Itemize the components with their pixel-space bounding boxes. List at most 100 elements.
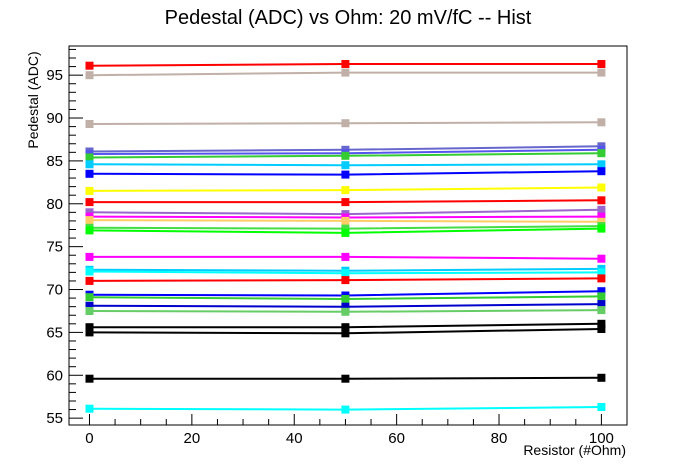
data-point — [597, 224, 606, 233]
y-tick-label: 85 — [46, 153, 63, 170]
data-point — [597, 254, 606, 263]
data-point — [597, 287, 606, 296]
y-tick-label: 55 — [46, 410, 63, 427]
data-point — [597, 403, 606, 411]
data-point — [341, 329, 350, 338]
series-19 — [85, 274, 606, 285]
data-point — [341, 405, 350, 414]
data-point — [85, 120, 94, 128]
data-point — [85, 307, 94, 315]
data-point — [597, 373, 606, 382]
data-point — [597, 205, 606, 214]
data-point — [597, 268, 606, 277]
y-tick-label: 95 — [46, 67, 63, 84]
x-tick-label: 80 — [491, 430, 508, 447]
data-point — [341, 252, 350, 261]
data-point — [85, 208, 94, 217]
data-point — [341, 68, 350, 77]
data-point — [85, 276, 94, 285]
series-21 — [85, 292, 606, 303]
data-point — [341, 151, 350, 160]
series-27 — [85, 403, 606, 414]
data-point — [85, 198, 94, 207]
data-point — [85, 374, 94, 383]
data-point — [341, 170, 350, 179]
y-tick-label: 80 — [46, 196, 63, 213]
x-tick-label: 20 — [184, 430, 201, 447]
y-tick-label: 65 — [46, 324, 63, 341]
chart-title: Pedestal (ADC) vs Ohm: 20 mV/fC -- Hist — [165, 7, 532, 29]
series-10 — [85, 196, 606, 207]
data-point — [341, 198, 350, 207]
axes: 55 60 65 70 75 80 85 90 95 0 20 40 60 80 100 — [46, 45, 628, 447]
data-point — [85, 328, 94, 337]
data-point — [597, 217, 606, 226]
data-point — [85, 153, 94, 162]
data-point — [85, 216, 94, 225]
data-point — [597, 118, 606, 127]
data-point — [85, 267, 94, 276]
series-22 — [85, 300, 606, 311]
series-group — [85, 60, 606, 414]
data-point — [597, 183, 606, 192]
data-point — [85, 404, 94, 413]
data-point — [597, 160, 606, 169]
series-15 — [85, 224, 606, 237]
data-point — [341, 216, 350, 225]
series-18 — [85, 267, 606, 278]
data-point — [341, 224, 350, 233]
data-point — [597, 274, 606, 283]
data-point — [85, 186, 94, 195]
data-point — [597, 306, 606, 315]
data-point — [597, 196, 606, 205]
x-tick-label: 60 — [388, 430, 405, 447]
data-point — [341, 302, 350, 311]
data-point — [341, 269, 350, 278]
series-13 — [85, 216, 606, 226]
data-point — [85, 293, 94, 302]
data-point — [85, 61, 94, 70]
y-tick-label: 75 — [46, 239, 63, 256]
data-point — [85, 71, 94, 80]
data-point — [85, 160, 94, 169]
series-1 — [85, 60, 606, 70]
data-point — [597, 149, 606, 158]
series-2 — [85, 68, 606, 80]
data-point — [341, 186, 350, 195]
series-16 — [85, 252, 606, 263]
y-tick-label: 70 — [46, 282, 63, 299]
data-point — [341, 228, 350, 237]
data-point — [85, 323, 94, 332]
series-9 — [85, 183, 606, 195]
data-point — [597, 319, 606, 328]
data-point — [341, 161, 350, 170]
data-point — [85, 226, 94, 235]
data-point — [341, 323, 350, 332]
series-25 — [85, 325, 606, 338]
data-point — [341, 307, 350, 316]
series-3 — [85, 118, 606, 128]
data-point — [85, 169, 94, 178]
data-point — [341, 374, 350, 383]
data-point — [597, 325, 606, 333]
data-point — [597, 68, 606, 77]
data-point — [597, 292, 606, 301]
data-point — [85, 301, 94, 310]
y-axis-label: Pedestal (ADC) — [25, 51, 41, 148]
data-point — [597, 212, 606, 221]
y-tick-label: 90 — [46, 110, 63, 127]
data-point — [85, 252, 94, 261]
series-24 — [85, 319, 606, 332]
data-point — [341, 60, 350, 68]
x-axis-label: Resistor (#Ohm) — [523, 442, 626, 458]
data-point — [341, 295, 350, 303]
data-point — [597, 167, 606, 176]
data-point — [341, 119, 350, 128]
x-tick-label: 100 — [589, 430, 614, 447]
x-tick-label: 0 — [85, 430, 93, 447]
data-point — [597, 300, 606, 309]
data-point — [341, 276, 350, 285]
series-23 — [85, 306, 606, 316]
